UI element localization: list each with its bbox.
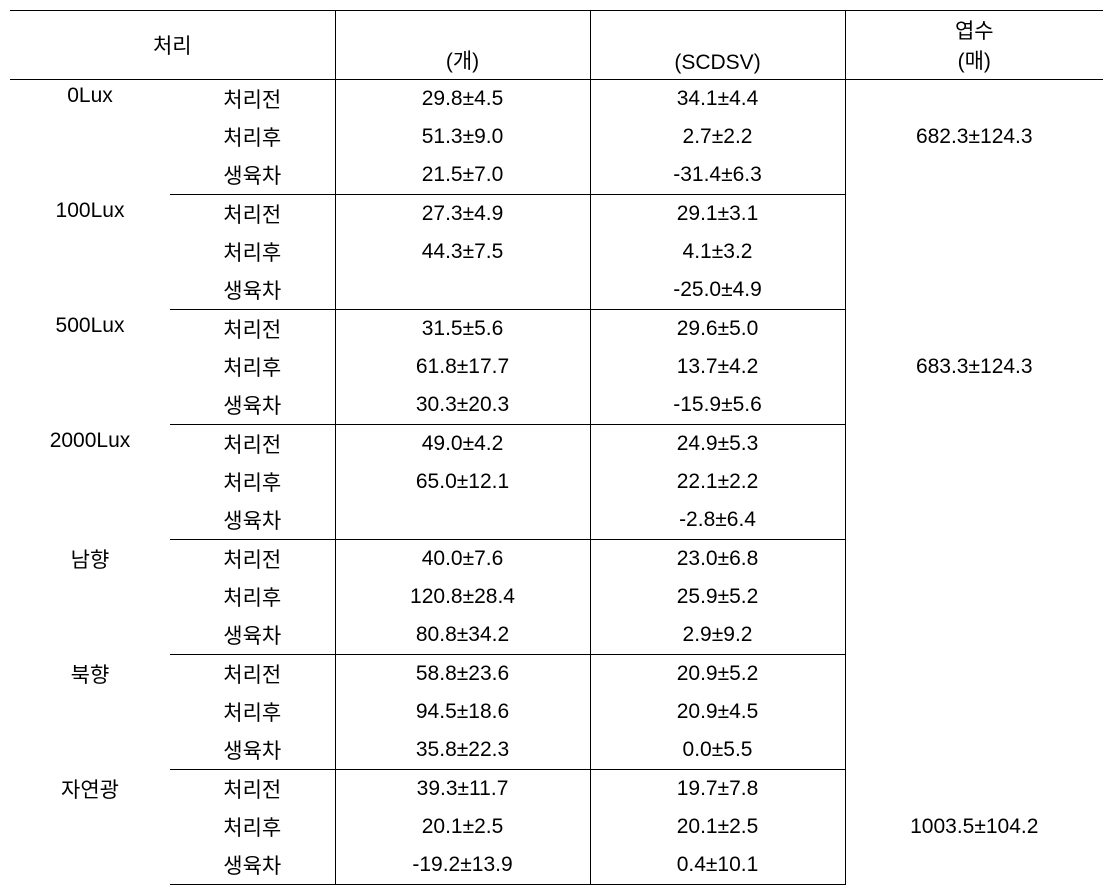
stage-diff: 생육차: [170, 501, 335, 540]
cell-count: [335, 501, 590, 540]
cell-count: 21.5±7.0: [335, 156, 590, 195]
col-header-leaf-unit: (매): [958, 50, 991, 73]
group-label: 100Lux: [10, 195, 170, 310]
table-row: 500Lux 처리전 31.5±5.6 29.6±5.0 683.3±124.3: [10, 310, 1103, 349]
cell-scdsv: 25.9±5.2: [590, 578, 845, 616]
cell-leaf: 682.3±124.3: [845, 80, 1103, 195]
cell-scdsv: 19.7±7.8: [590, 770, 845, 809]
cell-count: 39.3±11.7: [335, 770, 590, 809]
stage-diff: 생육차: [170, 616, 335, 655]
cell-scdsv: 4.1±3.2: [590, 233, 845, 271]
stage-after: 처리후: [170, 118, 335, 156]
cell-count: 35.8±22.3: [335, 731, 590, 770]
table-row: 남향 처리전 40.0±7.6 23.0±6.8: [10, 540, 1103, 579]
stage-diff: 생육차: [170, 846, 335, 885]
stage-after: 처리후: [170, 463, 335, 501]
cell-count: 31.5±5.6: [335, 310, 590, 349]
stage-after: 처리후: [170, 808, 335, 846]
table-header-row: 처리 (개) (SCDSV) 엽수 (매): [10, 11, 1103, 80]
group-label: 남향: [10, 540, 170, 655]
cell-count: 44.3±7.5: [335, 233, 590, 271]
stage-diff: 생육차: [170, 156, 335, 195]
stage-diff: 생육차: [170, 386, 335, 425]
cell-scdsv: 2.9±9.2: [590, 616, 845, 655]
stage-before: 처리전: [170, 80, 335, 119]
cell-count: 30.3±20.3: [335, 386, 590, 425]
stage-diff: 생육차: [170, 731, 335, 770]
cell-count: 120.8±28.4: [335, 578, 590, 616]
cell-scdsv: 0.0±5.5: [590, 731, 845, 770]
cell-count: 58.8±23.6: [335, 655, 590, 694]
group-label: 2000Lux: [10, 425, 170, 540]
cell-count: -19.2±13.9: [335, 846, 590, 885]
stage-before: 처리전: [170, 655, 335, 694]
cell-scdsv: 23.0±6.8: [590, 540, 845, 579]
stage-diff: 생육차: [170, 271, 335, 310]
cell-count: 20.1±2.5: [335, 808, 590, 846]
cell-count: [335, 271, 590, 310]
cell-scdsv: 24.9±5.3: [590, 425, 845, 464]
cell-leaf: [845, 655, 1103, 770]
cell-count: 27.3±4.9: [335, 195, 590, 234]
cell-scdsv: 29.1±3.1: [590, 195, 845, 234]
stage-after: 처리후: [170, 693, 335, 731]
cell-scdsv: 13.7±4.2: [590, 348, 845, 386]
group-label: 0Lux: [10, 80, 170, 195]
stage-after: 처리후: [170, 578, 335, 616]
cell-scdsv: 20.9±5.2: [590, 655, 845, 694]
stage-before: 처리전: [170, 425, 335, 464]
cell-scdsv: 20.9±4.5: [590, 693, 845, 731]
stage-before: 처리전: [170, 770, 335, 809]
cell-leaf: [845, 540, 1103, 655]
cell-scdsv: 22.1±2.2: [590, 463, 845, 501]
cell-scdsv: 34.1±4.4: [590, 80, 845, 119]
group-label: 500Lux: [10, 310, 170, 425]
cell-scdsv: -31.4±6.3: [590, 156, 845, 195]
cell-leaf: [845, 195, 1103, 310]
table-row: 북향 처리전 58.8±23.6 20.9±5.2: [10, 655, 1103, 694]
cell-count: 51.3±9.0: [335, 118, 590, 156]
cell-count: 49.0±4.2: [335, 425, 590, 464]
col-header-leaf-title: 엽수: [955, 20, 994, 43]
cell-scdsv: 2.7±2.2: [590, 118, 845, 156]
group-label: 북향: [10, 655, 170, 770]
stage-after: 처리후: [170, 348, 335, 386]
stage-before: 처리전: [170, 195, 335, 234]
stage-before: 처리전: [170, 540, 335, 579]
col-header-leaf: 엽수 (매): [845, 11, 1103, 80]
table-row: 0Lux 처리전 29.8±4.5 34.1±4.4 682.3±124.3: [10, 80, 1103, 119]
cell-count: 94.5±18.6: [335, 693, 590, 731]
col-header-scdsv: (SCDSV): [590, 11, 845, 80]
group-label: 자연광: [10, 770, 170, 885]
data-table: 처리 (개) (SCDSV) 엽수 (매) 0Lux 처리전 29.8±4.5 …: [10, 10, 1103, 885]
cell-count: 80.8±34.2: [335, 616, 590, 655]
table-row: 100Lux 처리전 27.3±4.9 29.1±3.1: [10, 195, 1103, 234]
cell-leaf: 683.3±124.3: [845, 310, 1103, 425]
table-row: 자연광 처리전 39.3±11.7 19.7±7.8 1003.5±104.2: [10, 770, 1103, 809]
col-header-count: (개): [335, 11, 590, 80]
stage-after: 처리후: [170, 233, 335, 271]
cell-scdsv: 29.6±5.0: [590, 310, 845, 349]
cell-scdsv: -2.8±6.4: [590, 501, 845, 540]
cell-scdsv: 20.1±2.5: [590, 808, 845, 846]
cell-count: 29.8±4.5: [335, 80, 590, 119]
cell-scdsv: 0.4±10.1: [590, 846, 845, 885]
cell-count: 40.0±7.6: [335, 540, 590, 579]
cell-scdsv: -25.0±4.9: [590, 271, 845, 310]
col-header-treatment: 처리: [10, 11, 335, 80]
cell-count: 61.8±17.7: [335, 348, 590, 386]
table-row: 2000Lux 처리전 49.0±4.2 24.9±5.3: [10, 425, 1103, 464]
cell-count: 65.0±12.1: [335, 463, 590, 501]
cell-leaf: 1003.5±104.2: [845, 770, 1103, 885]
cell-scdsv: -15.9±5.6: [590, 386, 845, 425]
stage-before: 처리전: [170, 310, 335, 349]
cell-leaf: [845, 425, 1103, 540]
